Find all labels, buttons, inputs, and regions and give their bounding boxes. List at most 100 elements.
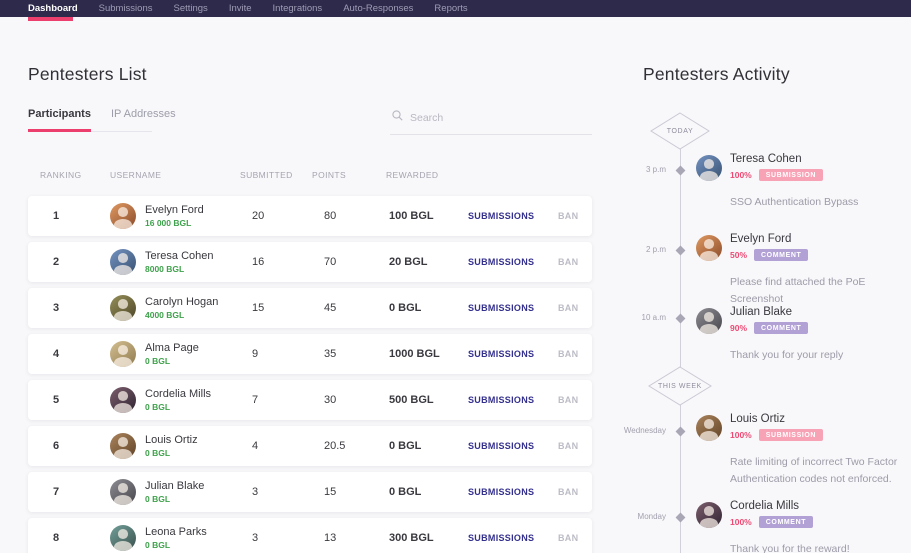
ban-button[interactable]: BAN <box>558 349 579 359</box>
balance: 8000 BGL <box>145 264 185 274</box>
tab-ip-addresses[interactable]: IP Addresses <box>110 108 176 120</box>
username-cell: Evelyn Ford 16 000 BGL <box>110 203 240 229</box>
points-value: 15 <box>324 486 337 498</box>
activity-percent: 90% <box>730 323 748 333</box>
username-cell: Leona Parks 0 BGL <box>110 525 240 551</box>
timeline-marker-icon <box>675 245 686 256</box>
username: Teresa Cohen <box>145 250 214 262</box>
nav-item-dashboard[interactable]: Dashboard <box>28 3 78 14</box>
timeline-marker-icon <box>675 165 686 176</box>
nav-item-submissions[interactable]: Submissions <box>98 3 153 14</box>
submissions-button[interactable]: SUBMISSIONS <box>468 349 535 359</box>
timeline-group-this-week: THIS WEEK <box>648 366 712 406</box>
table-row: 8 Leona Parks 0 BGL 3 13 300 BGL SUBMISS… <box>28 518 592 553</box>
submissions-button[interactable]: SUBMISSIONS <box>468 257 535 267</box>
activity-name: Cordelia Mills <box>730 500 800 512</box>
ban-button[interactable]: BAN <box>558 303 579 313</box>
submissions-button[interactable]: SUBMISSIONS <box>468 487 535 497</box>
ban-button[interactable]: BAN <box>558 257 579 267</box>
timeline-group-label: THIS WEEK <box>658 382 702 390</box>
rewarded-value: 20 BGL <box>389 256 428 268</box>
avatar <box>110 433 136 459</box>
timeline-time: 2 p.m <box>645 245 666 254</box>
column-points: POINTS <box>312 170 347 180</box>
submitted-value: 15 <box>252 302 265 314</box>
activity-description: Rate limiting of incorrect Two Factor Au… <box>730 456 898 486</box>
avatar <box>696 235 722 261</box>
ranking-value: 1 <box>53 210 60 222</box>
username-cell: Julian Blake 0 BGL <box>110 479 240 505</box>
balance: 0 BGL <box>145 356 171 366</box>
activity-badge: COMMENT <box>754 322 809 334</box>
tab-participants[interactable]: Participants <box>28 108 91 132</box>
table-row: 7 Julian Blake 0 BGL 3 15 0 BGL SUBMISSI… <box>28 472 592 512</box>
pentesters-activity-panel: Pentesters Activity TODAY 3 p.m Teresa C… <box>624 0 911 553</box>
rewarded-value: 1000 BGL <box>389 348 440 360</box>
submissions-button[interactable]: SUBMISSIONS <box>468 211 535 221</box>
ban-button[interactable]: BAN <box>558 395 579 405</box>
username: Cordelia Mills <box>145 388 212 400</box>
nav-item-reports[interactable]: Reports <box>434 3 468 14</box>
points-value: 35 <box>324 348 337 360</box>
balance: 0 BGL <box>145 540 171 550</box>
ranking-value: 4 <box>53 348 60 360</box>
points-value: 13 <box>324 532 337 544</box>
column-rewarded: REWARDED <box>386 170 439 180</box>
ban-button[interactable]: BAN <box>558 441 579 451</box>
activity-name: Teresa Cohen <box>730 153 802 165</box>
table-row: 3 Carolyn Hogan 4000 BGL 15 45 0 BGL SUB… <box>28 288 592 328</box>
balance: 0 BGL <box>145 448 171 458</box>
nav-item-settings[interactable]: Settings <box>173 3 208 14</box>
activity-entry: Louis Ortiz 100% SUBMISSION Rate limitin… <box>696 413 911 489</box>
ban-button[interactable]: BAN <box>558 211 579 221</box>
points-value: 20.5 <box>324 440 346 452</box>
timeline-marker-icon <box>675 426 686 437</box>
activity-name: Louis Ortiz <box>730 413 785 425</box>
rewarded-value: 0 BGL <box>389 486 422 498</box>
rewarded-value: 0 BGL <box>389 302 422 314</box>
submitted-value: 7 <box>252 394 259 406</box>
activity-name: Julian Blake <box>730 306 793 318</box>
timeline-marker-icon <box>675 512 686 523</box>
table-body: 1 Evelyn Ford 16 000 BGL 20 80 100 BGL S… <box>28 196 592 553</box>
activity-badge: SUBMISSION <box>758 429 824 441</box>
activity-description: Please find attached the PoE Screenshot <box>730 276 866 306</box>
table-row: 4 Alma Page 0 BGL 9 35 1000 BGL SUBMISSI… <box>28 334 592 374</box>
top-nav: Dashboard Submissions Settings Invite In… <box>0 0 911 17</box>
username-cell: Louis Ortiz 0 BGL <box>110 433 240 459</box>
avatar <box>110 203 136 229</box>
activity-percent: 50% <box>730 250 748 260</box>
submissions-button[interactable]: SUBMISSIONS <box>468 533 535 543</box>
list-tabs: Participants IP Addresses <box>28 108 176 132</box>
rewarded-value: 100 BGL <box>389 210 434 222</box>
submitted-value: 4 <box>252 440 259 452</box>
activity-percent: 100% <box>730 430 752 440</box>
nav-item-invite[interactable]: Invite <box>228 3 252 14</box>
timeline-time: Wednesday <box>623 426 666 435</box>
column-ranking: RANKING <box>40 170 82 180</box>
timeline-group-today: TODAY <box>650 112 710 150</box>
search-input[interactable] <box>410 112 580 124</box>
username: Alma Page <box>145 342 199 354</box>
points-value: 30 <box>324 394 337 406</box>
avatar <box>696 308 722 334</box>
submissions-button[interactable]: SUBMISSIONS <box>468 441 535 451</box>
submissions-button[interactable]: SUBMISSIONS <box>468 303 535 313</box>
nav-item-auto-responses[interactable]: Auto-Responses <box>343 3 414 14</box>
ban-button[interactable]: BAN <box>558 533 579 543</box>
submissions-button[interactable]: SUBMISSIONS <box>468 395 535 405</box>
avatar <box>110 525 136 551</box>
submitted-value: 3 <box>252 486 259 498</box>
nav-item-integrations[interactable]: Integrations <box>272 3 323 14</box>
timeline-time: Monday <box>637 512 666 521</box>
table-row: 1 Evelyn Ford 16 000 BGL 20 80 100 BGL S… <box>28 196 592 236</box>
username-cell: Alma Page 0 BGL <box>110 341 240 367</box>
balance: 4000 BGL <box>145 310 185 320</box>
timeline-time: 3 p.m <box>645 165 666 174</box>
search-icon <box>392 110 403 121</box>
username: Julian Blake <box>145 480 205 492</box>
pentesters-list-panel: Pentesters List Participants IP Addresse… <box>28 0 592 553</box>
ranking-value: 6 <box>53 440 60 452</box>
ban-button[interactable]: BAN <box>558 487 579 497</box>
username-cell: Carolyn Hogan 4000 BGL <box>110 295 240 321</box>
